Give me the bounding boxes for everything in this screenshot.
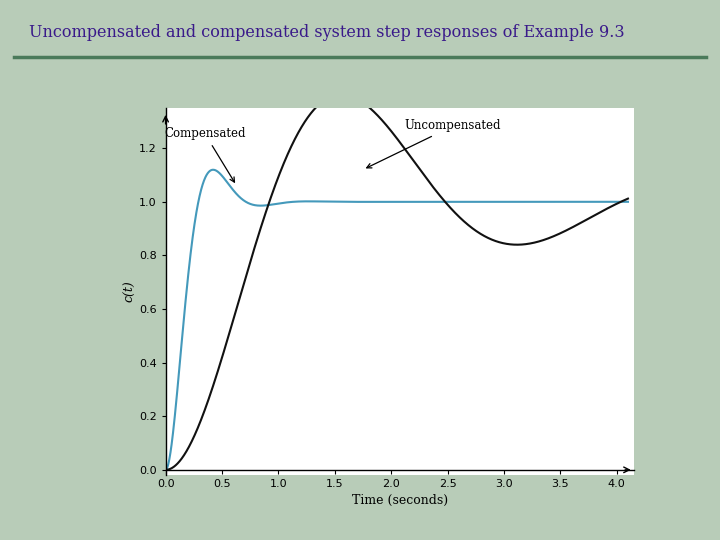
- Text: Uncompensated and compensated system step responses of Example 9.3: Uncompensated and compensated system ste…: [29, 24, 624, 41]
- Y-axis label: c(t): c(t): [123, 281, 136, 302]
- X-axis label: Time (seconds): Time (seconds): [351, 495, 448, 508]
- Text: Uncompensated: Uncompensated: [366, 119, 501, 168]
- Text: Compensated: Compensated: [164, 127, 246, 182]
